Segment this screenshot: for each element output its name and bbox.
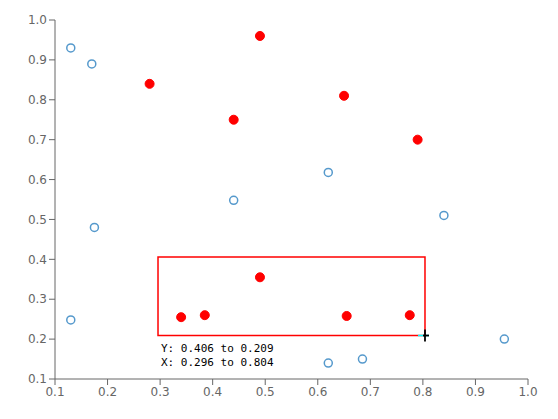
svg-text:0.8: 0.8 bbox=[28, 93, 47, 107]
svg-text:0.7: 0.7 bbox=[361, 385, 380, 399]
svg-text:0.3: 0.3 bbox=[151, 385, 170, 399]
svg-text:0.9: 0.9 bbox=[466, 385, 485, 399]
svg-text:0.5: 0.5 bbox=[256, 385, 275, 399]
svg-text:0.6: 0.6 bbox=[308, 385, 327, 399]
svg-text:0.2: 0.2 bbox=[28, 332, 47, 346]
svg-text:0.8: 0.8 bbox=[413, 385, 432, 399]
svg-text:0.4: 0.4 bbox=[203, 385, 222, 399]
svg-text:0.6: 0.6 bbox=[28, 173, 47, 187]
svg-text:0.9: 0.9 bbox=[28, 53, 47, 67]
svg-text:1.0: 1.0 bbox=[28, 13, 47, 27]
svg-text:0.1: 0.1 bbox=[28, 372, 47, 386]
svg-text:0.2: 0.2 bbox=[98, 385, 117, 399]
svg-text:0.4: 0.4 bbox=[28, 253, 47, 267]
svg-text:0.3: 0.3 bbox=[28, 292, 47, 306]
svg-text:0.5: 0.5 bbox=[28, 213, 47, 227]
svg-text:1.0: 1.0 bbox=[518, 385, 537, 399]
svg-text:0.7: 0.7 bbox=[28, 133, 47, 147]
svg-text:0.1: 0.1 bbox=[45, 385, 64, 399]
svg-text:Y: 0.406 to 0.209X: 0.296 to 0: Y: 0.406 to 0.209X: 0.296 to 0.804 bbox=[161, 342, 274, 369]
